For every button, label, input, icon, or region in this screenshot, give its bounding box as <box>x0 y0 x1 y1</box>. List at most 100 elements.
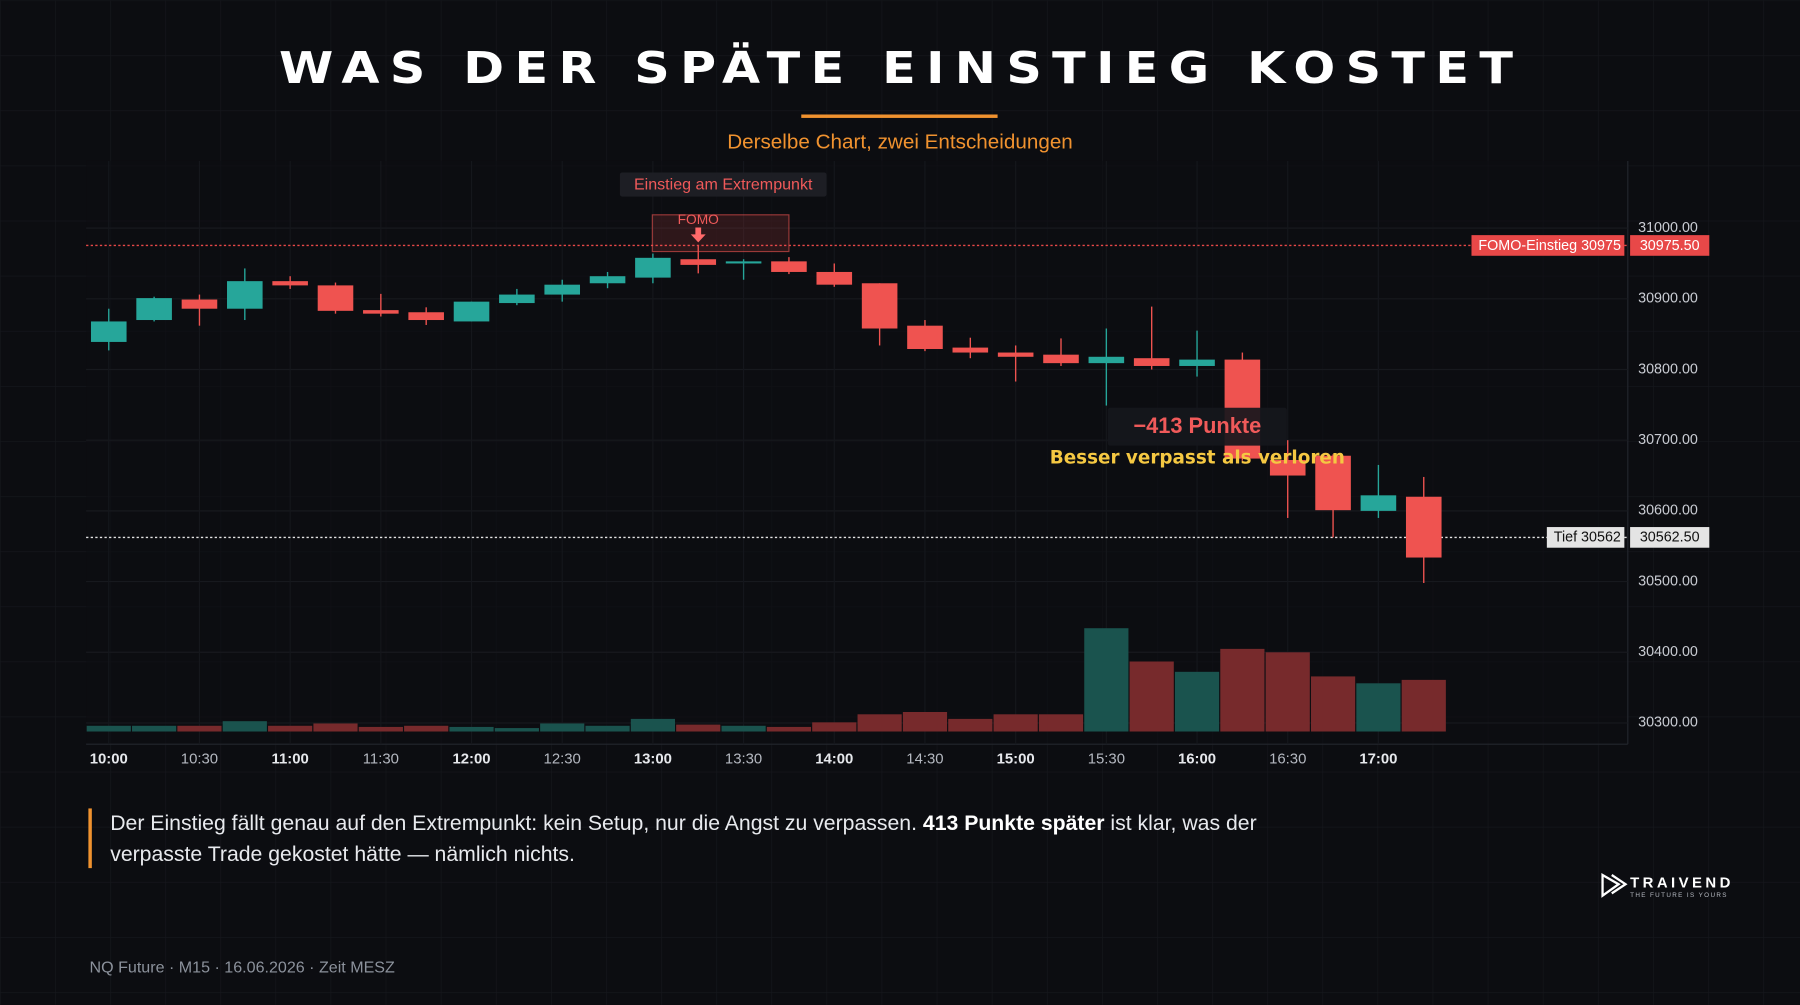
x-tick-label: 15:00 <box>997 751 1035 768</box>
volume-bar <box>449 726 494 732</box>
candle-body <box>1269 459 1306 476</box>
candle-body <box>1179 359 1215 366</box>
x-tick-label: 17:00 <box>1359 751 1397 768</box>
description-text: ist klar, was der <box>1105 812 1257 835</box>
volume-bar <box>857 714 902 732</box>
candle-body <box>861 283 898 329</box>
candle-body <box>181 299 218 309</box>
volume-bar <box>630 718 675 732</box>
candle-body <box>952 347 989 353</box>
volume-bar <box>812 722 857 732</box>
loss-box <box>1107 407 1287 446</box>
volume-bar <box>404 725 449 732</box>
description-text: Der Einstieg fällt genau auf den Extremp… <box>110 812 923 835</box>
y-tick-label: 30900.00 <box>1638 291 1698 307</box>
price-tag: 30975.50 <box>1640 238 1700 254</box>
x-tick-label: 13:30 <box>725 751 762 768</box>
y-tick-label: 30800.00 <box>1638 361 1698 377</box>
y-tick-label: 30700.00 <box>1638 432 1698 448</box>
level-label-box <box>1471 235 1625 256</box>
volume-bar <box>766 726 812 732</box>
volume-bar <box>948 718 993 732</box>
volume-bar <box>358 726 403 732</box>
volume-bar <box>721 725 766 732</box>
x-tick-label: 10:30 <box>181 751 218 768</box>
marker-text: FOMO <box>678 212 720 227</box>
candle-body <box>1133 358 1170 366</box>
annotation-text: Einstieg am Extrempunkt <box>634 175 813 193</box>
x-tick-label: 12:30 <box>544 751 581 768</box>
x-tick-label: 11:00 <box>271 751 308 768</box>
volume-bar <box>1220 648 1265 732</box>
volume-bar <box>676 724 721 732</box>
plot-area <box>86 160 1628 745</box>
candle-body <box>680 259 717 265</box>
candle-body <box>453 301 490 322</box>
price-tag-box <box>1630 527 1710 548</box>
y-tick-label: 30600.00 <box>1638 503 1698 519</box>
volume-bar <box>222 721 267 732</box>
price-tag: 30562.50 <box>1640 530 1700 546</box>
y-tick-label: 30300.00 <box>1638 715 1698 731</box>
x-tick-label: 14:00 <box>815 751 853 768</box>
y-tick-label: 31000.00 <box>1638 220 1698 236</box>
volume-bar <box>177 725 222 732</box>
description-bold: 413 Punkte später <box>923 812 1105 835</box>
volume-bar <box>540 723 585 732</box>
footer: NQ Future · M15 · 16.06.2026 · Zeit MESZ <box>90 959 395 977</box>
candle-body <box>997 352 1034 357</box>
candle-body <box>90 321 127 342</box>
x-tick-label: 15:30 <box>1088 751 1125 768</box>
x-tick-label: 11:30 <box>363 751 399 768</box>
x-tick-label: 14:30 <box>906 751 943 768</box>
level-label: FOMO-Einstieg 30975 <box>1478 238 1621 254</box>
logo-tagline: THE FUTURE IS YOURS <box>1630 892 1728 899</box>
level-label-box <box>1546 527 1625 548</box>
logo: TRAIVEND THE FUTURE IS YOURS <box>1601 873 1730 899</box>
candle-body <box>272 281 308 286</box>
volume-bar <box>1310 676 1356 732</box>
volume-bar <box>1356 683 1401 732</box>
candle-body <box>1405 496 1442 558</box>
candle-body <box>544 284 581 295</box>
quote-bar <box>88 808 92 869</box>
logo-icon <box>1601 873 1628 898</box>
x-tick-label: 16:30 <box>1269 751 1306 768</box>
x-tick-label: 12:00 <box>452 751 490 768</box>
candle-body <box>907 325 943 350</box>
candle-body <box>499 294 535 304</box>
volume-bar <box>313 723 358 732</box>
description: verpasste Trade gekostet hätte — nämlich… <box>110 843 575 866</box>
candle-body <box>1043 354 1079 364</box>
title: WAS DER SPÄTE EINSTIEG KOSTET <box>279 41 1523 94</box>
volume-bar <box>268 725 313 732</box>
plot <box>86 160 1629 745</box>
marker-box <box>651 214 790 253</box>
volume-bar <box>86 725 131 732</box>
loss-text: −413 Punkte <box>1133 413 1261 438</box>
volume-bar <box>993 714 1038 732</box>
candle-body <box>363 310 399 314</box>
volume-bar <box>1129 661 1174 732</box>
verdict-text: Besser verpasst als verloren <box>1050 447 1345 468</box>
marker-arrow <box>690 227 706 243</box>
volume-bar <box>1038 714 1084 732</box>
candle-body <box>725 261 762 264</box>
x-tick-label: 16:00 <box>1178 751 1216 768</box>
y-tick-label: 30500.00 <box>1638 573 1698 589</box>
price-tag-box <box>1630 235 1710 256</box>
title-underline <box>801 114 998 118</box>
volume-bar <box>1265 652 1310 732</box>
volume-bar <box>132 725 177 732</box>
subtitle: Derselbe Chart, zwei Entscheidungen <box>727 130 1073 153</box>
volume-bar <box>1401 679 1446 732</box>
annotation-box <box>619 172 827 197</box>
candle-body <box>1315 455 1351 511</box>
candle-body <box>1360 495 1397 511</box>
y-tick-label: 30400.00 <box>1638 644 1698 660</box>
candle-body <box>816 271 853 285</box>
x-tick-label: 10:00 <box>90 751 128 768</box>
candle-body <box>635 257 671 278</box>
candle-body <box>317 285 354 311</box>
